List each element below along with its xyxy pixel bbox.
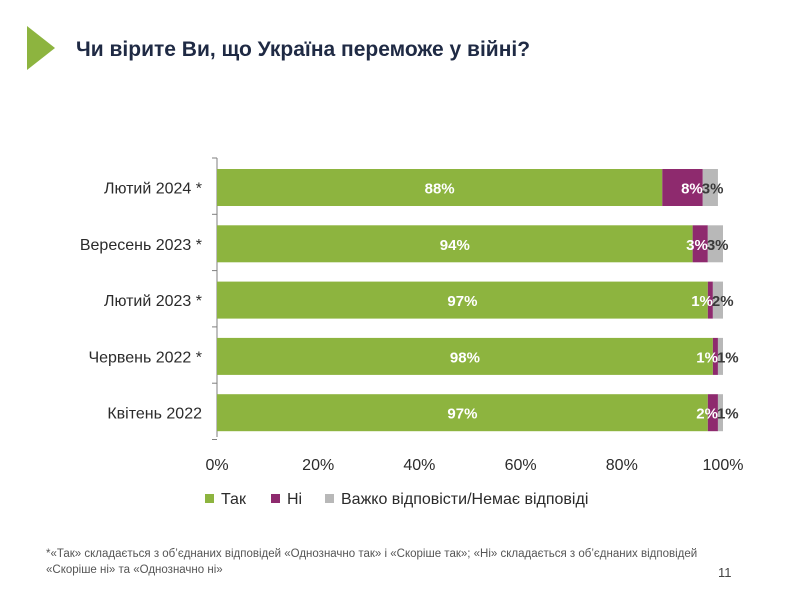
category-label: Червень 2022 * <box>88 349 202 366</box>
arrow-logo-icon <box>27 26 55 70</box>
bar-segment <box>712 337 718 375</box>
bar-segment <box>217 169 663 206</box>
data-label: 1% <box>696 349 718 366</box>
bar-segment <box>217 225 693 263</box>
x-tick-label: 20% <box>302 457 334 474</box>
data-label: 2% <box>712 293 734 310</box>
category-label: Квітень 2022 <box>107 406 202 423</box>
legend-swatch <box>325 494 334 503</box>
x-tick-label: 40% <box>403 457 435 474</box>
legend-label: Так <box>221 491 247 508</box>
legend-swatch <box>205 494 214 503</box>
bar-segment <box>707 281 713 319</box>
page-title: Чи вірите Ви, що Україна переможе у війн… <box>76 38 530 61</box>
x-tick-label: 0% <box>205 457 228 474</box>
category-label: Лютий 2023 * <box>104 293 202 310</box>
footnote: *«Так» складається з об’єднаних відповід… <box>46 548 698 576</box>
bar-segment <box>702 169 718 206</box>
x-tick-label: 60% <box>505 457 537 474</box>
data-label: 3% <box>702 181 724 198</box>
legend-label: Важко відповісти/Немає відповіді <box>341 491 588 508</box>
x-tick-label: 100% <box>703 457 744 474</box>
data-label: 1% <box>717 406 739 423</box>
data-label: 2% <box>696 406 718 423</box>
data-label: 3% <box>707 237 729 254</box>
bar-segment <box>662 169 703 206</box>
category-label: Вересень 2023 * <box>80 237 202 254</box>
legend: Так Ні Важко відповісти/Немає відповіді <box>205 491 588 508</box>
x-tick-label: 80% <box>606 457 638 474</box>
bar-segment <box>692 225 708 263</box>
data-label: 1% <box>691 293 713 310</box>
data-label: 8% <box>681 181 703 198</box>
legend-swatch <box>271 494 280 503</box>
data-label: 97% <box>447 293 477 310</box>
data-label: 98% <box>450 349 480 366</box>
bar-segment <box>717 337 723 375</box>
bar-segment <box>712 281 723 319</box>
bar-segment <box>707 394 718 432</box>
legend-label: Ні <box>287 491 302 508</box>
data-label: 3% <box>686 237 708 254</box>
data-label: 97% <box>447 406 477 423</box>
data-label: 1% <box>717 349 739 366</box>
category-label: Лютий 2024 * <box>104 181 202 198</box>
plot-area: Лютий 2024 * 88% 8% 3%Вересень 2023 * 94% 3% 3… <box>80 157 744 474</box>
bar-segment <box>217 337 713 375</box>
bar-segment <box>217 281 708 319</box>
bar-segment <box>717 394 723 432</box>
data-label: 94% <box>440 237 470 254</box>
bar-segment <box>217 394 708 432</box>
bar-segment <box>707 225 723 263</box>
page-number: 11 <box>718 565 732 580</box>
data-label: 88% <box>425 181 455 198</box>
